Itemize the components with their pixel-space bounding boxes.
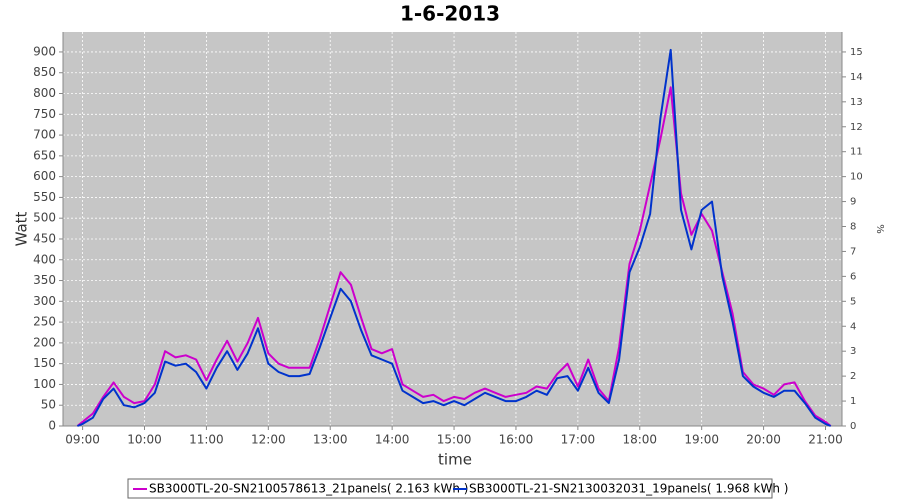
legend-label: SB3000TL-21-SN2130032031_19panels( 1.968… <box>469 482 788 496</box>
y2-axis-label: % <box>874 224 885 234</box>
x-tick-label: 18:00 <box>622 433 657 447</box>
x-tick-label: 09:00 <box>65 433 100 447</box>
y2-tick-label: 6 <box>850 271 856 282</box>
y-tick-label: 100 <box>33 377 56 391</box>
y-tick-label: 400 <box>33 252 56 266</box>
chart-title: 1-6-2013 <box>400 2 500 26</box>
y-tick-label: 800 <box>33 86 56 100</box>
x-tick-label: 15:00 <box>437 433 472 447</box>
y2-tick-label: 1 <box>850 396 856 407</box>
y-tick-label: 850 <box>33 65 56 79</box>
grid <box>59 32 846 430</box>
y-tick-label: 600 <box>33 169 56 183</box>
y-tick-label: 150 <box>33 356 56 370</box>
y2-tick-label: 14 <box>850 72 863 83</box>
x-tick-label: 13:00 <box>313 433 348 447</box>
y-tick-label: 900 <box>33 44 56 58</box>
legend-label: SB3000TL-20-SN2100578613_21panels( 2.163… <box>149 482 468 496</box>
y2-tick-label: 5 <box>850 296 856 307</box>
x-axis-label: time <box>438 451 472 469</box>
y-tick-label: 0 <box>48 419 56 433</box>
lines <box>76 48 832 427</box>
y2-tick-label: 9 <box>850 197 856 208</box>
x-tick-label: 11:00 <box>189 433 224 447</box>
y-tick-label: 700 <box>33 128 56 142</box>
x-tick-label: 21:00 <box>808 433 843 447</box>
x-tick-label: 10:00 <box>127 433 162 447</box>
y2-tick-label: 10 <box>850 172 863 183</box>
y-tick-label: 250 <box>33 315 56 329</box>
x-tick-label: 17:00 <box>561 433 596 447</box>
y2-tick-label: 0 <box>850 421 856 432</box>
x-tick-label: 20:00 <box>746 433 781 447</box>
y-tick-label: 350 <box>33 273 56 287</box>
y-tick-label: 750 <box>33 107 56 121</box>
y-tick-label: 650 <box>33 148 56 162</box>
y2-tick-label: 12 <box>850 122 863 133</box>
y-tick-label: 500 <box>33 211 56 225</box>
y-tick-label: 50 <box>41 398 56 412</box>
x-tick-label: 16:00 <box>499 433 534 447</box>
y2-tick-label: 2 <box>850 371 856 382</box>
y-tick-label: 550 <box>33 190 56 204</box>
y2-tick-label: 11 <box>850 147 863 158</box>
plot-area <box>63 32 842 426</box>
legend <box>127 478 773 499</box>
y2-tick-label: 4 <box>850 321 856 332</box>
x-tick-label: 14:00 <box>375 433 410 447</box>
x-tick-label: 19:00 <box>684 433 719 447</box>
y2-tick-label: 8 <box>850 222 856 233</box>
y-tick-label: 300 <box>33 294 56 308</box>
series-line <box>76 86 832 427</box>
y2-tick-label: 7 <box>850 246 856 257</box>
y-tick-label: 200 <box>33 335 56 349</box>
y-axis-label: Watt <box>13 211 31 246</box>
y2-tick-label: 15 <box>850 47 863 58</box>
x-tick-label: 12:00 <box>251 433 286 447</box>
y2-tick-label: 3 <box>850 346 856 357</box>
series-line <box>77 48 832 427</box>
y2-tick-label: 13 <box>850 97 863 108</box>
y-tick-label: 450 <box>33 231 56 245</box>
legend-items: SB3000TL-20-SN2100578613_21panels( 2.163… <box>133 482 788 496</box>
